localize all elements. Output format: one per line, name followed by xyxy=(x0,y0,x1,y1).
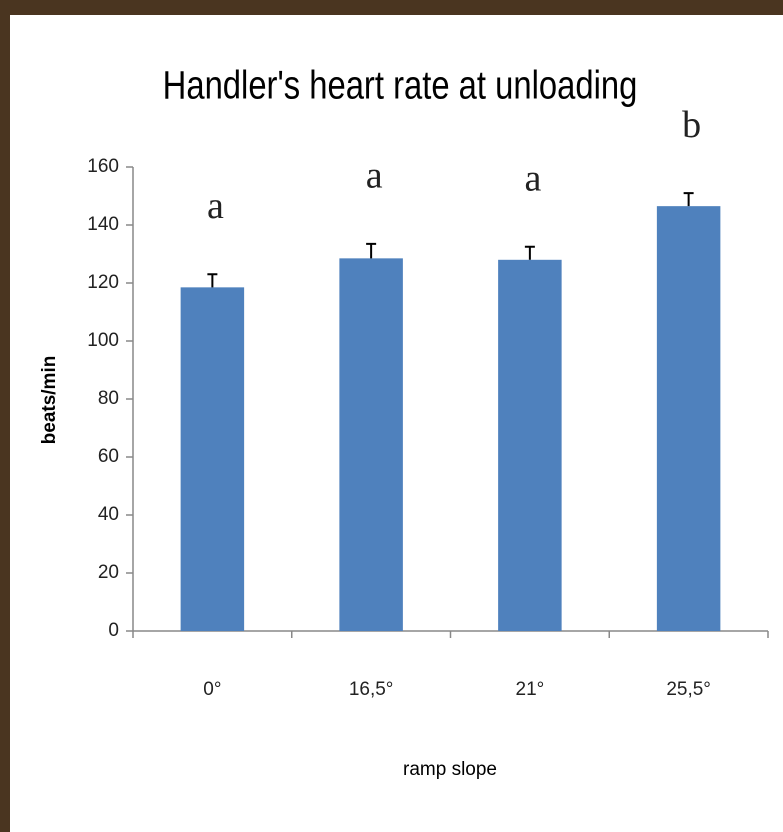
y-tick-label: 20 xyxy=(98,562,119,583)
y-tick-label: 160 xyxy=(87,156,119,177)
x-axis-label: ramp slope xyxy=(403,759,497,780)
y-tick-label: 60 xyxy=(98,446,119,467)
significance-letter: a xyxy=(366,155,383,197)
error-bar xyxy=(207,273,218,288)
x-tick-label: 25,5° xyxy=(666,679,711,700)
y-axis-label: beats/min xyxy=(39,356,60,445)
y-tick-label: 0 xyxy=(108,620,119,641)
significance-letter: b xyxy=(682,104,701,146)
error-bar xyxy=(683,192,694,207)
y-tick-label: 80 xyxy=(98,388,119,409)
y-tick-label: 100 xyxy=(87,330,119,351)
y-tick-label: 40 xyxy=(98,504,119,525)
y-tick-label: 120 xyxy=(87,272,119,293)
error-bar xyxy=(366,242,377,259)
error-bar xyxy=(524,245,535,260)
y-tick-label: 140 xyxy=(87,214,119,235)
bar xyxy=(180,287,245,631)
chart-title: Handler's heart rate at unloading xyxy=(163,62,638,107)
x-tick-label: 16,5° xyxy=(349,679,394,700)
x-tick-label: 0° xyxy=(203,679,221,700)
x-tick-label: 21° xyxy=(516,679,545,700)
significance-letter: a xyxy=(524,157,541,199)
bar xyxy=(498,259,562,631)
bar xyxy=(656,206,721,631)
bar xyxy=(339,258,403,631)
significance-letter: a xyxy=(207,185,224,227)
